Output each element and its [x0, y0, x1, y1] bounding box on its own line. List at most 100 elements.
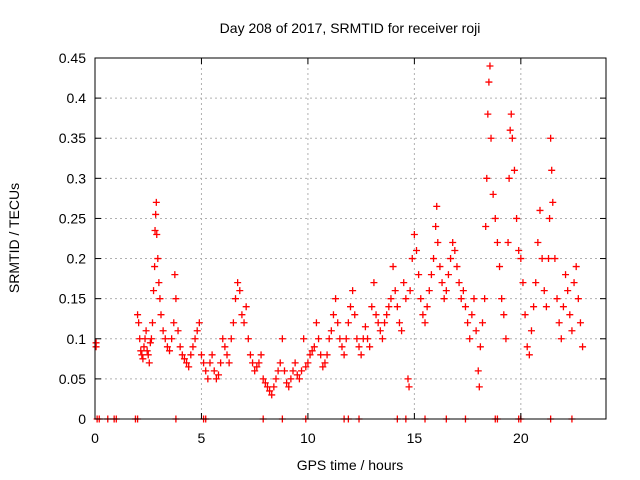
data-point — [423, 303, 431, 311]
data-point — [364, 335, 372, 343]
data-point — [280, 367, 288, 375]
data-point — [161, 335, 169, 343]
data-point — [219, 335, 227, 343]
data-point — [178, 351, 186, 359]
data-point — [202, 367, 210, 375]
data-point — [551, 255, 559, 263]
data-point — [310, 343, 318, 351]
data-point — [332, 295, 340, 303]
data-point — [137, 347, 145, 355]
data-point — [212, 375, 220, 383]
data-point — [308, 347, 316, 355]
data-point — [457, 295, 465, 303]
data-point — [374, 319, 382, 327]
data-point — [249, 359, 257, 367]
data-point — [255, 359, 263, 367]
y-tick-label: 0.1 — [67, 331, 87, 347]
data-point — [321, 359, 329, 367]
data-point — [519, 279, 527, 287]
data-point — [370, 279, 378, 287]
data-point — [530, 303, 538, 311]
data-point — [532, 279, 540, 287]
plot-frame — [94, 57, 607, 420]
data-point — [562, 271, 570, 279]
data-point — [197, 351, 205, 359]
data-point — [170, 319, 178, 327]
data-point — [229, 319, 237, 327]
data-point — [444, 271, 452, 279]
data-point — [391, 287, 399, 295]
data-point — [200, 359, 208, 367]
data-point — [223, 351, 231, 359]
data-point — [468, 311, 476, 319]
data-point — [576, 319, 584, 327]
data-point — [187, 351, 195, 359]
data-point — [135, 319, 143, 327]
data-point — [536, 206, 544, 214]
data-point — [238, 311, 246, 319]
data-point — [266, 387, 274, 395]
data-point — [432, 222, 440, 230]
data-point — [147, 335, 155, 343]
data-point — [570, 279, 578, 287]
data-point — [406, 287, 414, 295]
data-point — [540, 287, 548, 295]
data-point — [295, 375, 303, 383]
data-point — [259, 375, 267, 383]
data-point — [217, 359, 225, 367]
data-point — [183, 359, 191, 367]
data-point — [482, 222, 490, 230]
data-point — [447, 255, 455, 263]
data-point — [153, 230, 161, 238]
data-point — [376, 327, 384, 335]
data-point — [221, 343, 229, 351]
data-point — [415, 271, 423, 279]
data-point — [353, 335, 361, 343]
data-point — [474, 367, 482, 375]
data-point — [493, 239, 501, 247]
data-point — [553, 295, 561, 303]
data-point — [513, 214, 521, 222]
data-point — [272, 375, 280, 383]
data-point — [440, 295, 448, 303]
data-point — [387, 295, 395, 303]
data-point — [191, 335, 199, 343]
y-axis-label: SRMTID / TECUs — [6, 183, 22, 293]
data-point — [449, 239, 457, 247]
data-point — [461, 303, 469, 311]
x-tick-label: 15 — [407, 430, 423, 446]
data-point — [244, 335, 252, 343]
data-point — [148, 319, 156, 327]
data-point — [451, 247, 459, 255]
data-point — [410, 230, 418, 238]
data-point — [515, 247, 523, 255]
data-point — [404, 375, 412, 383]
data-point — [436, 263, 444, 271]
data-point — [459, 287, 467, 295]
data-point — [336, 335, 344, 343]
data-point — [438, 279, 446, 287]
data-point — [521, 311, 529, 319]
data-point — [433, 202, 441, 210]
data-point — [393, 303, 401, 311]
data-point — [486, 62, 494, 70]
data-point — [171, 271, 179, 279]
data-point — [240, 319, 248, 327]
y-tick-label: 0.4 — [67, 90, 87, 106]
data-point — [507, 110, 515, 118]
data-point — [327, 327, 335, 335]
data-point — [163, 343, 171, 351]
data-point — [484, 110, 492, 118]
data-point — [453, 263, 461, 271]
data-point — [139, 355, 147, 363]
data-point — [534, 239, 542, 247]
data-point — [189, 343, 197, 351]
data-point — [285, 383, 293, 391]
data-point — [287, 375, 295, 383]
data-point — [227, 335, 235, 343]
x-tick-label: 5 — [198, 430, 206, 446]
data-point — [315, 335, 323, 343]
data-point — [206, 359, 214, 367]
data-point — [323, 351, 331, 359]
data-point — [489, 190, 497, 198]
